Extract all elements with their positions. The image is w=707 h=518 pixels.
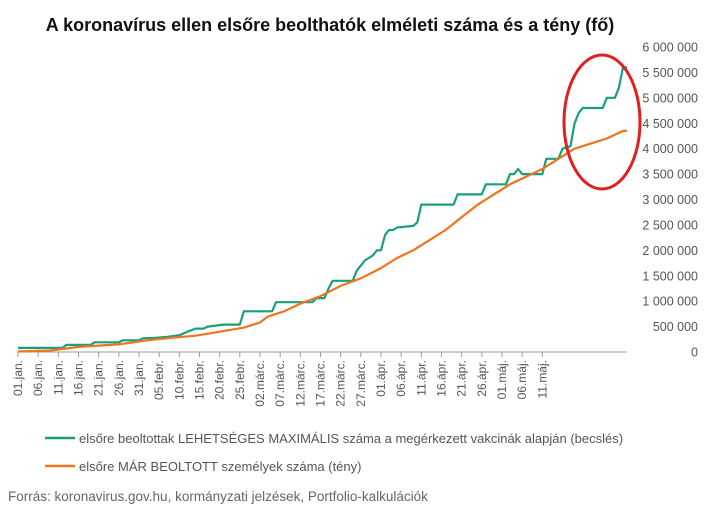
source-note: Forrás: koronavirus.gov.hu, kormányzati … <box>8 489 428 504</box>
y-tick-label: 500 000 <box>653 320 698 334</box>
x-tick-label: 06.ápr. <box>394 360 408 397</box>
x-tick-label: 06.máj. <box>515 360 529 399</box>
x-tick-label: 26.ápr. <box>475 360 489 397</box>
y-tick-label: 5 000 000 <box>642 91 698 105</box>
x-tick-label: 15.febr. <box>192 360 206 400</box>
x-tick-label: 06.jan. <box>31 360 45 396</box>
x-tick-label: 16.jan. <box>71 360 85 396</box>
y-axis-ticks: 0 500 000 1 000 000 1 500 000 2 000 000 2 500… <box>642 41 698 360</box>
y-tick-label: 5 500 000 <box>642 66 698 80</box>
x-tick-label: 01.jan. <box>11 360 25 396</box>
x-tick-label: 31.jan. <box>132 360 146 396</box>
x-tick-label: 22.márc. <box>334 360 348 407</box>
y-tick-label: 1 500 000 <box>642 269 698 283</box>
x-tick-label: 01.ápr. <box>374 360 388 397</box>
y-tick-label: 3 500 000 <box>642 168 698 182</box>
x-tick-label: 11.ápr. <box>414 360 428 396</box>
x-tick-label: 05.febr. <box>152 360 166 400</box>
x-tick-label: 21.jan. <box>92 360 106 396</box>
y-tick-label: 2 000 000 <box>642 244 698 258</box>
x-tick-label: 27.márc. <box>354 360 368 407</box>
y-tick-label: 0 <box>691 346 698 360</box>
series-line-actual <box>17 129 627 353</box>
x-tick-label: 11.máj. <box>535 360 549 398</box>
legend: elsőre beoltottak LEHETSÉGES MAXIMÁLIS s… <box>45 431 623 474</box>
x-tick-label: 21.ápr. <box>455 360 469 397</box>
series-lines <box>17 66 627 353</box>
x-axis-ticks: 01.jan. 06.jan. 11.jan. 16.jan. 21.jan. 26.ja… <box>11 352 549 407</box>
legend-label-series-1: elsőre beoltottak LEHETSÉGES MAXIMÁLIS s… <box>79 431 623 446</box>
x-tick-label: 02.márc. <box>253 360 267 407</box>
x-tick-label: 01.máj. <box>495 360 509 399</box>
y-tick-label: 3 000 000 <box>642 193 698 207</box>
x-tick-label: 25.febr. <box>233 360 247 400</box>
x-tick-label: 07.márc. <box>273 360 287 407</box>
y-tick-label: 4 500 000 <box>642 117 698 131</box>
y-tick-label: 6 000 000 <box>642 41 698 55</box>
y-tick-label: 2 500 000 <box>642 218 698 232</box>
chart-title: A koronavírus ellen elsőre beolthatók el… <box>46 15 615 35</box>
x-tick-label: 20.febr. <box>213 360 227 400</box>
x-tick-label: 16.ápr. <box>434 360 448 397</box>
x-tick-label: 26.jan. <box>112 360 126 396</box>
x-tick-label: 17.márc. <box>313 360 327 407</box>
x-tick-label: 11.jan. <box>51 360 65 395</box>
y-tick-label: 4 000 000 <box>642 142 698 156</box>
x-tick-label: 10.febr. <box>172 360 186 400</box>
x-tick-label: 12.márc. <box>293 360 307 407</box>
legend-label-series-2: elsőre MÁR BEOLTOTT személyek száma (tén… <box>79 459 361 474</box>
highlight-circle-annotation <box>562 53 642 191</box>
y-tick-label: 1 000 000 <box>642 295 698 309</box>
series-line-max-possible <box>18 66 627 349</box>
